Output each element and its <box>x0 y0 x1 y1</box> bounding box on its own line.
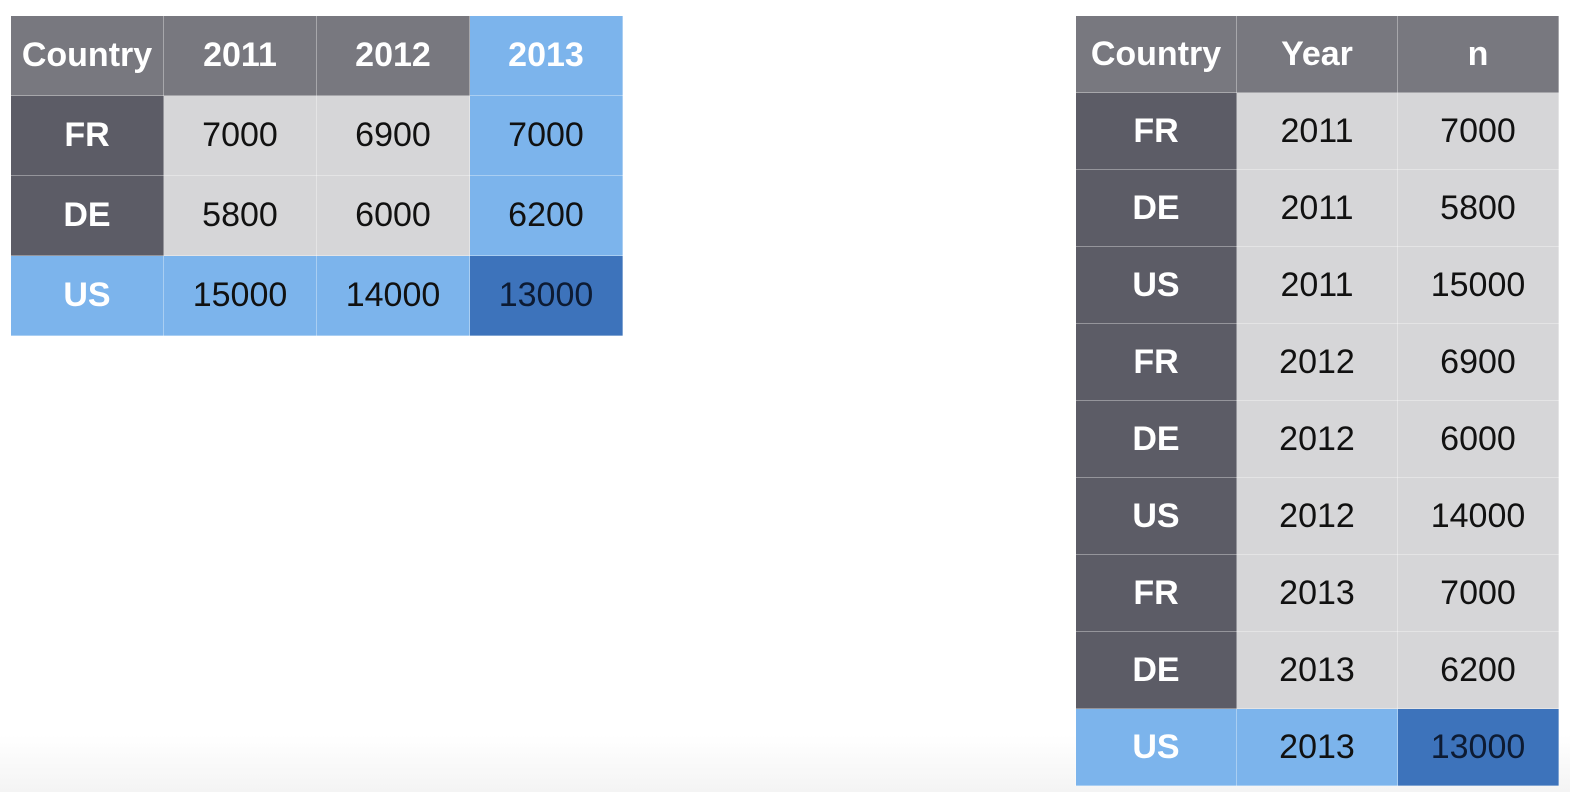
table-cell: 7000 <box>1397 554 1559 632</box>
table-cell: 14000 <box>316 255 470 336</box>
row-header-country: US <box>1075 477 1237 555</box>
table-row: FR 7000 6900 7000 <box>10 95 623 176</box>
table-row: DE 5800 6000 6200 <box>10 175 623 256</box>
table-cell: 5800 <box>163 175 317 256</box>
column-header-year: Year <box>1236 15 1398 93</box>
table-cell: 2012 <box>1236 400 1398 478</box>
table-cell: 2011 <box>1236 169 1398 247</box>
table-cell: 6200 <box>1397 631 1559 709</box>
column-header-n: n <box>1397 15 1559 93</box>
table-cell: 2011 <box>1236 246 1398 324</box>
table-cell: 2013 <box>1236 554 1398 632</box>
table-cell: 15000 <box>1397 246 1559 324</box>
table-cell: 6900 <box>316 95 470 176</box>
table-row: DE 2013 6200 <box>1075 631 1559 709</box>
row-header-country: FR <box>10 95 164 176</box>
table-row: DE 2011 5800 <box>1075 169 1559 247</box>
table-cell: 6000 <box>1397 400 1559 478</box>
table-row: FR 2013 7000 <box>1075 554 1559 632</box>
column-header-2011: 2011 <box>163 15 317 96</box>
table-row: FR 2011 7000 <box>1075 92 1559 170</box>
table-row: US 2012 14000 <box>1075 477 1559 555</box>
table-row-highlighted: US 15000 14000 13000 <box>10 255 623 336</box>
table-cell: 6900 <box>1397 323 1559 401</box>
table-row: FR 2012 6900 <box>1075 323 1559 401</box>
table-cell: 2012 <box>1236 323 1398 401</box>
table-cell: 2013 <box>1236 708 1398 786</box>
column-header-2012: 2012 <box>316 15 470 96</box>
table-row-highlighted: US 2013 13000 <box>1075 708 1559 786</box>
table-cell: 6200 <box>469 175 623 256</box>
row-header-country: FR <box>1075 92 1237 170</box>
row-header-country: FR <box>1075 323 1237 401</box>
row-header-country: DE <box>10 175 164 256</box>
table-cell: 2013 <box>1236 631 1398 709</box>
column-header-country: Country <box>1075 15 1237 93</box>
column-header-country: Country <box>10 15 164 96</box>
row-header-country: US <box>10 255 164 336</box>
table-cell: 5800 <box>1397 169 1559 247</box>
column-header-2013: 2013 <box>469 15 623 96</box>
table-cell: 2011 <box>1236 92 1398 170</box>
row-header-country: US <box>1075 708 1237 786</box>
row-header-country: DE <box>1075 631 1237 709</box>
row-header-country: US <box>1075 246 1237 324</box>
table-cell: 6000 <box>316 175 470 256</box>
table-cell: 15000 <box>163 255 317 336</box>
table-cell-focus: 13000 <box>469 255 623 336</box>
table-header-row: Country 2011 2012 2013 <box>10 15 623 96</box>
row-header-country: DE <box>1075 400 1237 478</box>
table-cell: 2012 <box>1236 477 1398 555</box>
row-header-country: FR <box>1075 554 1237 632</box>
table-cell: 7000 <box>163 95 317 176</box>
table-cell: 14000 <box>1397 477 1559 555</box>
table-cell: 7000 <box>1397 92 1559 170</box>
row-header-country: DE <box>1075 169 1237 247</box>
wide-format-table: Country 2011 2012 2013 FR 7000 6900 7000… <box>10 15 623 336</box>
table-row: US 2011 15000 <box>1075 246 1559 324</box>
table-cell-focus: 13000 <box>1397 708 1559 786</box>
table-header-row: Country Year n <box>1075 15 1559 93</box>
long-format-table: Country Year n FR 2011 7000 DE 2011 5800… <box>1075 15 1559 786</box>
table-cell: 7000 <box>469 95 623 176</box>
table-row: DE 2012 6000 <box>1075 400 1559 478</box>
